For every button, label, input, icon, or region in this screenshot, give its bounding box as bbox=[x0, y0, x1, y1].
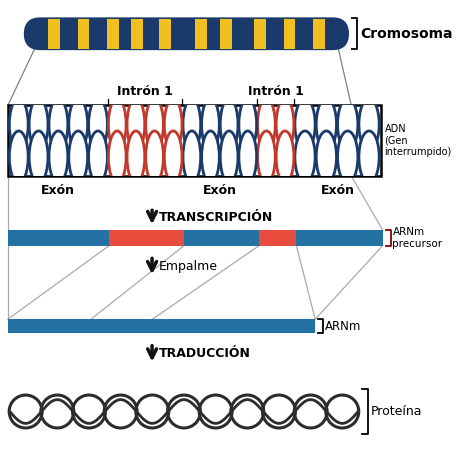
Ellipse shape bbox=[109, 131, 126, 183]
Bar bbox=[220, 18, 232, 49]
Text: Exón: Exón bbox=[320, 184, 355, 197]
Bar bbox=[8, 319, 315, 333]
Ellipse shape bbox=[201, 99, 219, 151]
Ellipse shape bbox=[183, 131, 201, 183]
Text: TRADUCCIÓN: TRADUCCIÓN bbox=[159, 347, 251, 360]
Ellipse shape bbox=[276, 99, 294, 151]
Ellipse shape bbox=[239, 131, 256, 183]
Ellipse shape bbox=[359, 99, 379, 151]
Ellipse shape bbox=[69, 131, 88, 183]
Text: Intrón 1: Intrón 1 bbox=[248, 84, 304, 97]
Ellipse shape bbox=[146, 131, 164, 183]
Ellipse shape bbox=[127, 99, 145, 151]
Bar bbox=[254, 18, 266, 49]
Text: Cromosoma: Cromosoma bbox=[360, 27, 453, 41]
Ellipse shape bbox=[29, 131, 48, 183]
Ellipse shape bbox=[201, 131, 219, 183]
Ellipse shape bbox=[109, 99, 126, 151]
Ellipse shape bbox=[49, 99, 68, 151]
Ellipse shape bbox=[29, 99, 48, 151]
Bar bbox=[159, 18, 171, 49]
Ellipse shape bbox=[69, 99, 88, 151]
Ellipse shape bbox=[164, 99, 182, 151]
Ellipse shape bbox=[49, 131, 68, 183]
Bar bbox=[313, 18, 325, 49]
Bar bbox=[8, 230, 383, 246]
Ellipse shape bbox=[220, 99, 238, 151]
Ellipse shape bbox=[146, 99, 164, 151]
Ellipse shape bbox=[89, 131, 108, 183]
Ellipse shape bbox=[89, 99, 108, 151]
Bar bbox=[109, 230, 184, 246]
Ellipse shape bbox=[316, 99, 337, 151]
Ellipse shape bbox=[220, 131, 238, 183]
Ellipse shape bbox=[337, 99, 358, 151]
Ellipse shape bbox=[257, 99, 275, 151]
Text: Proteína: Proteína bbox=[371, 405, 422, 418]
Text: Intrón 1: Intrón 1 bbox=[117, 84, 173, 97]
Ellipse shape bbox=[127, 131, 145, 183]
Text: Exón: Exón bbox=[203, 184, 237, 197]
Ellipse shape bbox=[295, 99, 315, 151]
Ellipse shape bbox=[164, 131, 182, 183]
Ellipse shape bbox=[9, 131, 28, 183]
Ellipse shape bbox=[337, 131, 358, 183]
Circle shape bbox=[175, 22, 198, 45]
Bar bbox=[131, 18, 143, 49]
Text: ADN
(Gen
interrumpido): ADN (Gen interrumpido) bbox=[384, 124, 452, 157]
FancyBboxPatch shape bbox=[25, 18, 348, 50]
Text: Empalme: Empalme bbox=[159, 260, 218, 273]
Ellipse shape bbox=[239, 99, 256, 151]
Bar bbox=[48, 18, 60, 49]
Bar bbox=[195, 18, 207, 49]
Bar bbox=[78, 18, 89, 49]
Ellipse shape bbox=[359, 131, 379, 183]
Ellipse shape bbox=[257, 131, 275, 183]
Bar bbox=[8, 106, 381, 176]
Ellipse shape bbox=[183, 99, 201, 151]
Bar bbox=[259, 230, 296, 246]
Ellipse shape bbox=[316, 131, 337, 183]
Text: Exón: Exón bbox=[41, 184, 75, 197]
Bar bbox=[283, 18, 295, 49]
Bar bbox=[107, 18, 118, 49]
Ellipse shape bbox=[276, 131, 294, 183]
Ellipse shape bbox=[295, 131, 315, 183]
Ellipse shape bbox=[9, 99, 28, 151]
Text: ARNm
precursor: ARNm precursor bbox=[392, 227, 443, 249]
Text: ARNm: ARNm bbox=[325, 319, 361, 333]
Text: TRANSCRIPCIÓN: TRANSCRIPCIÓN bbox=[159, 211, 273, 224]
